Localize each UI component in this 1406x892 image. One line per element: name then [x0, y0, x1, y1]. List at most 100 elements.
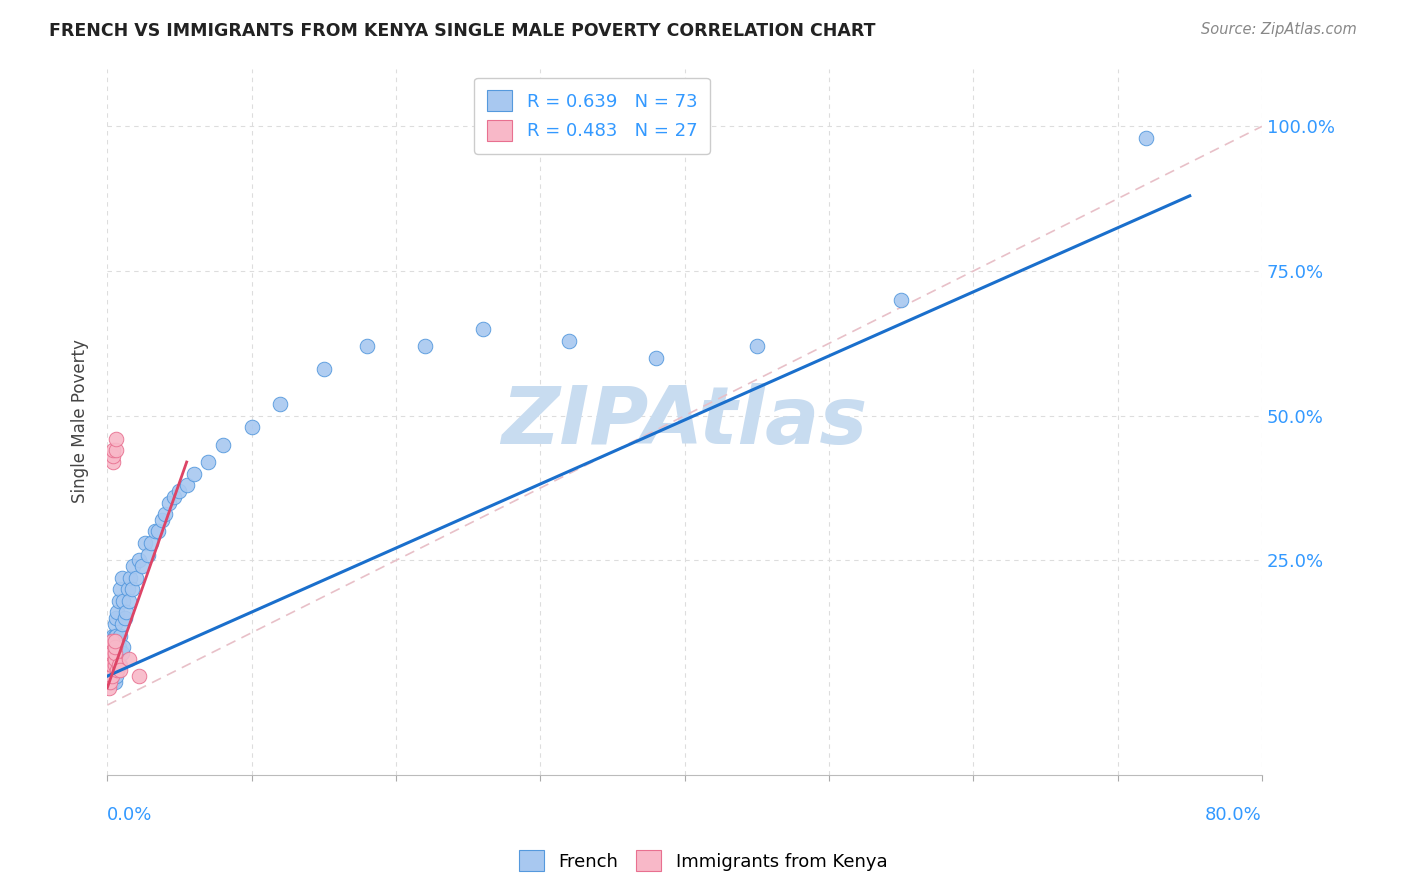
- Text: Source: ZipAtlas.com: Source: ZipAtlas.com: [1201, 22, 1357, 37]
- Point: [269, 397, 291, 411]
- Point: [471, 322, 494, 336]
- Point: [105, 634, 128, 648]
- Point: [98, 674, 121, 689]
- Point: [100, 634, 122, 648]
- Point: [97, 657, 120, 672]
- Point: [101, 443, 124, 458]
- Point: [104, 629, 127, 643]
- Point: [103, 674, 125, 689]
- Point: [103, 617, 125, 632]
- Point: [143, 524, 166, 539]
- Point: [104, 443, 127, 458]
- Point: [890, 293, 912, 307]
- Point: [211, 438, 233, 452]
- Point: [103, 634, 125, 648]
- Point: [101, 646, 124, 660]
- Point: [121, 582, 143, 597]
- Point: [1135, 131, 1157, 145]
- Point: [110, 629, 132, 643]
- Point: [312, 362, 335, 376]
- Point: [183, 467, 205, 481]
- Point: [103, 640, 125, 655]
- Point: [197, 455, 219, 469]
- Point: [176, 478, 198, 492]
- Point: [125, 571, 148, 585]
- Point: [100, 646, 122, 660]
- Point: [157, 495, 180, 509]
- Point: [100, 640, 122, 655]
- Point: [104, 646, 127, 660]
- Point: [101, 669, 124, 683]
- Point: [105, 664, 128, 678]
- Point: [108, 657, 131, 672]
- Point: [112, 640, 135, 655]
- Point: [745, 339, 768, 353]
- Point: [98, 640, 121, 655]
- Point: [100, 664, 122, 678]
- Point: [98, 674, 121, 689]
- Point: [150, 513, 173, 527]
- Point: [103, 664, 125, 678]
- Point: [98, 652, 121, 666]
- Point: [128, 669, 150, 683]
- Point: [100, 674, 122, 689]
- Point: [110, 664, 132, 678]
- Point: [103, 629, 125, 643]
- Point: [169, 483, 191, 498]
- Point: [112, 594, 135, 608]
- Point: [118, 652, 141, 666]
- Point: [120, 571, 142, 585]
- Point: [115, 606, 138, 620]
- Point: [240, 420, 263, 434]
- Point: [413, 339, 436, 353]
- Point: [644, 351, 666, 365]
- Point: [97, 681, 120, 695]
- Point: [101, 455, 124, 469]
- Point: [128, 553, 150, 567]
- Point: [110, 582, 132, 597]
- Point: [98, 664, 121, 678]
- Point: [110, 657, 132, 672]
- Text: 0.0%: 0.0%: [107, 806, 153, 824]
- Point: [108, 594, 131, 608]
- Y-axis label: Single Male Poverty: Single Male Poverty: [72, 340, 89, 503]
- Point: [153, 507, 176, 521]
- Point: [111, 571, 134, 585]
- Point: [104, 657, 127, 672]
- Point: [103, 640, 125, 655]
- Text: FRENCH VS IMMIGRANTS FROM KENYA SINGLE MALE POVERTY CORRELATION CHART: FRENCH VS IMMIGRANTS FROM KENYA SINGLE M…: [49, 22, 876, 40]
- Point: [100, 657, 122, 672]
- Point: [97, 669, 120, 683]
- Legend: French, Immigrants from Kenya: French, Immigrants from Kenya: [512, 843, 894, 879]
- Point: [101, 629, 124, 643]
- Point: [111, 617, 134, 632]
- Point: [108, 640, 131, 655]
- Legend: R = 0.639   N = 73, R = 0.483   N = 27: R = 0.639 N = 73, R = 0.483 N = 27: [474, 78, 710, 153]
- Point: [104, 432, 127, 446]
- Point: [98, 652, 121, 666]
- Point: [114, 611, 136, 625]
- Point: [163, 490, 186, 504]
- Point: [111, 646, 134, 660]
- Point: [103, 646, 125, 660]
- Point: [104, 611, 127, 625]
- Point: [139, 536, 162, 550]
- Point: [356, 339, 378, 353]
- Point: [558, 334, 581, 348]
- Point: [122, 559, 145, 574]
- Text: ZIPAtlas: ZIPAtlas: [502, 383, 868, 460]
- Text: 80.0%: 80.0%: [1205, 806, 1263, 824]
- Point: [105, 652, 128, 666]
- Point: [98, 664, 121, 678]
- Point: [104, 669, 127, 683]
- Point: [105, 664, 128, 678]
- Point: [117, 582, 139, 597]
- Point: [108, 657, 131, 672]
- Point: [134, 536, 156, 550]
- Point: [101, 657, 124, 672]
- Point: [97, 669, 120, 683]
- Point: [100, 652, 122, 666]
- Point: [103, 657, 125, 672]
- Point: [118, 594, 141, 608]
- Point: [105, 606, 128, 620]
